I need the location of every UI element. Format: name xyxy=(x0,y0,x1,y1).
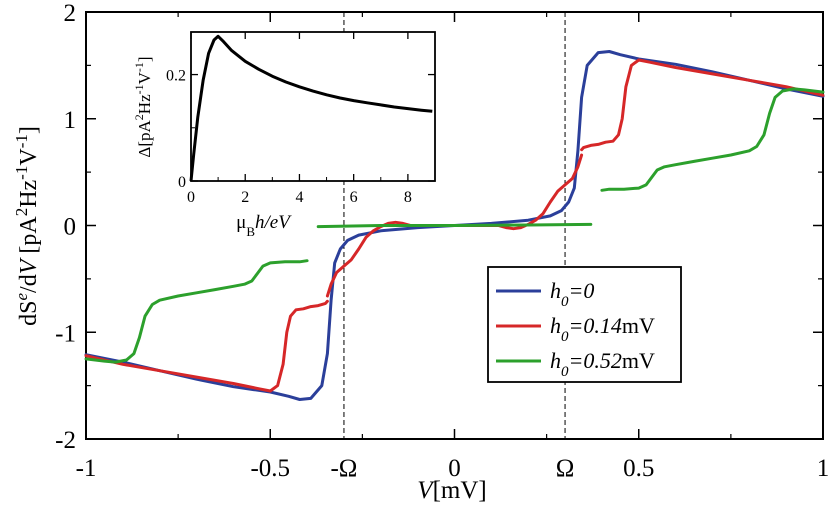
legend-label-2: h0=0.52mV xyxy=(550,348,655,380)
y-tick-label-3: 1 xyxy=(64,107,77,134)
inset-x-tick-label-4: 8 xyxy=(404,189,412,206)
main-y-axis-label: dSe/dV [pA2Hz-1V-1] xyxy=(12,126,43,326)
x-tick-label-1: -0.5 xyxy=(250,455,290,482)
series-2-segment-2 xyxy=(600,87,825,192)
x-tick-label-6: 1 xyxy=(817,455,830,482)
inset-ticks: 0 2 4 6 8 0 0.2 xyxy=(166,32,435,206)
inset-series-0 xyxy=(189,34,433,182)
x-tick-label-4: Ω xyxy=(556,455,575,482)
inset-xlabel-rest: h/eV xyxy=(255,212,292,233)
inset-xlabel-mu: μ xyxy=(236,212,246,233)
series-1-segment-0 xyxy=(84,299,329,393)
series-2-segment-0 xyxy=(84,259,309,364)
y-tick-label-1: -1 xyxy=(55,320,76,347)
main-x-axis-label: V[mV] xyxy=(417,477,486,504)
x-tick-label-3: 0 xyxy=(448,455,461,482)
inset-series xyxy=(189,34,433,182)
main-series xyxy=(84,50,825,401)
inset-x-tick-label-2: 4 xyxy=(295,189,303,206)
inset-y-tick-label-0: 0 xyxy=(178,174,186,191)
x-tick-label-2: -Ω xyxy=(330,455,357,482)
y-tick-label-4: 2 xyxy=(64,0,77,27)
x-tick-label-5: 0.5 xyxy=(623,455,654,482)
series-2-segment-1 xyxy=(316,222,593,229)
legend-label-0: h0=0 xyxy=(550,278,594,310)
inset-y-tick-label-1: 0.2 xyxy=(166,68,186,85)
series-1-segment-2 xyxy=(580,58,825,152)
y-tick-label-0: -2 xyxy=(55,427,76,454)
inset-x-tick-label-0: 0 xyxy=(187,189,195,206)
inset-x-tick-label-3: 6 xyxy=(350,189,358,206)
y-tick-label-2: 0 xyxy=(64,214,77,241)
x-tick-label-0: -1 xyxy=(76,455,97,482)
inset-x-axis-label: μBh/eV xyxy=(236,212,292,239)
inset-y-axis-label: Δ[pA2Hz-1V-1] xyxy=(132,56,154,157)
inset-xlabel-sub: B xyxy=(246,224,255,239)
inset-x-tick-label-1: 2 xyxy=(241,189,249,206)
legend-label-1: h0=0.14mV xyxy=(550,313,655,345)
